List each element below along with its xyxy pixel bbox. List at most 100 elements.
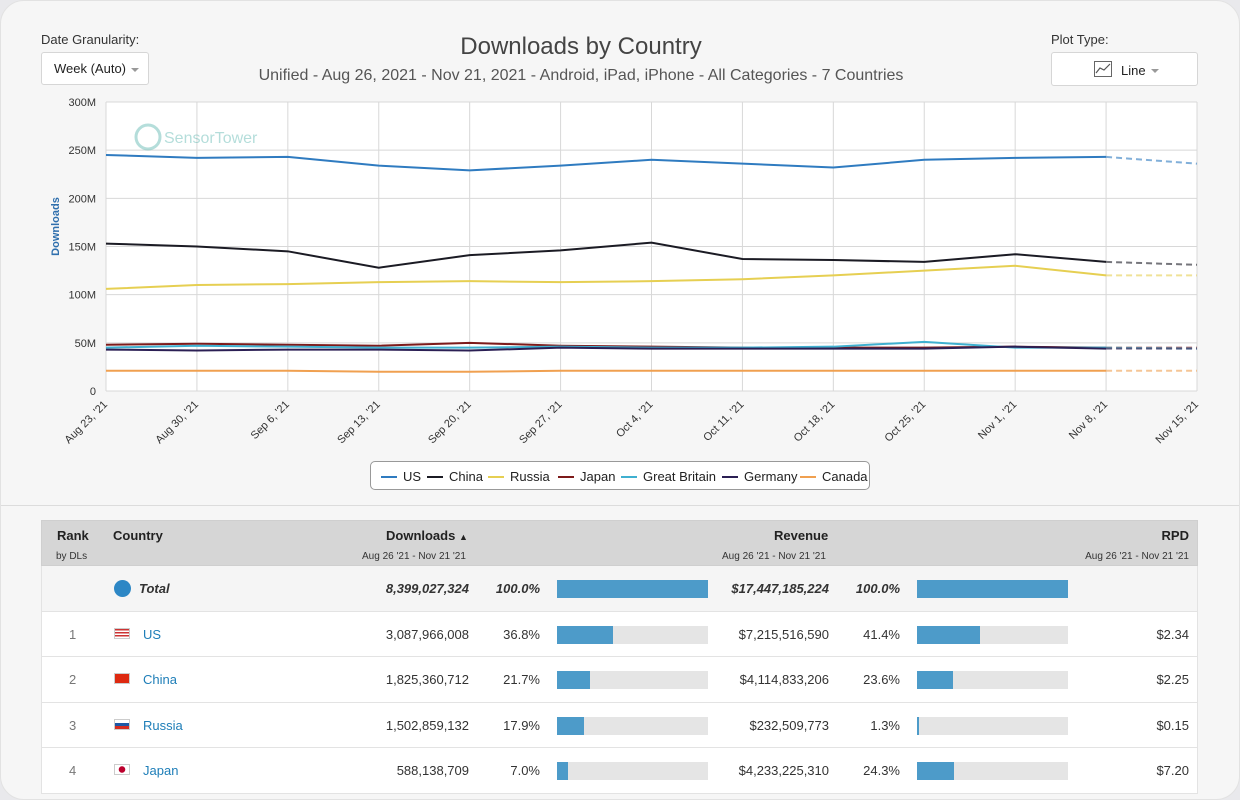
series-line bbox=[105, 345, 1107, 352]
header-rpd[interactable]: RPD bbox=[1161, 528, 1189, 543]
header-downloads-label: Downloads bbox=[386, 528, 456, 543]
granularity-dropdown[interactable]: Week (Auto) bbox=[41, 52, 149, 85]
legend-swatch bbox=[488, 475, 504, 478]
downloads-share-bar bbox=[557, 671, 708, 689]
downloads-share-fill bbox=[557, 671, 590, 689]
chart-title: Downloads by Country bbox=[460, 33, 702, 60]
y-tick-label: 0 bbox=[90, 386, 96, 398]
legend-label: US bbox=[403, 469, 422, 484]
downloads-line-chart: 0 50M 100M 150M 200M 250M 300M Aug 23, '21 Aug 3… bbox=[50, 97, 1202, 447]
legend-swatch bbox=[427, 475, 443, 478]
china-flag-icon bbox=[114, 673, 130, 684]
x-tick-label: Oct 11, '21 bbox=[701, 399, 746, 444]
downloads-pct: 21.7% bbox=[503, 672, 540, 687]
table-row-total: Total 8,399,027,324 100.0% $17,447,185,2… bbox=[41, 566, 1198, 612]
legend-label: Canada bbox=[822, 469, 868, 484]
downloads-value: 3,087,966,008 bbox=[385, 626, 469, 642]
legend-swatch bbox=[381, 475, 397, 478]
section-divider bbox=[1, 505, 1239, 506]
header-rank-sub: by DLs bbox=[56, 551, 88, 562]
series-line bbox=[105, 241, 1107, 269]
legend-item[interactable]: Russia bbox=[488, 469, 550, 484]
y-axis-label: Downloads bbox=[50, 197, 62, 256]
header-revenue-sub: Aug 26 '21 - Nov 21 '21 bbox=[722, 551, 826, 562]
x-tick-label: Aug 30, '21 bbox=[153, 399, 201, 447]
series-line bbox=[106, 369, 1107, 373]
table-row: 2 China 1,825,360,712 21.7% $4,114,833,206 23… bbox=[41, 657, 1198, 703]
revenue-share-bar bbox=[917, 671, 1068, 689]
legend-label: Great Britain bbox=[643, 469, 716, 484]
revenue-share-bar bbox=[917, 625, 1068, 644]
legend-item[interactable]: Japan bbox=[558, 469, 615, 484]
country-link[interactable]: Russia bbox=[143, 717, 183, 733]
total-label: Total bbox=[139, 581, 170, 596]
revenue-share-fill bbox=[917, 580, 1068, 598]
sort-asc-icon: ▲ bbox=[458, 532, 468, 542]
series-line bbox=[105, 264, 1107, 290]
table-header: Rank by DLs Country Downloads ▲ Aug 26 '… bbox=[41, 520, 1198, 566]
series-line bbox=[105, 153, 1107, 172]
line-chart-icon bbox=[1094, 61, 1112, 77]
legend-item[interactable]: China bbox=[427, 469, 483, 484]
x-tick-label: Nov 15, '21 bbox=[1154, 399, 1202, 447]
rank-value: 1 bbox=[69, 626, 77, 642]
legend-item[interactable]: US bbox=[381, 469, 421, 484]
x-tick-label: Oct 25, '21 bbox=[883, 399, 929, 445]
legend-swatch bbox=[722, 475, 738, 478]
watermark-text: SensorTower bbox=[164, 130, 258, 147]
header-country[interactable]: Country bbox=[113, 528, 163, 543]
rank-value: 3 bbox=[69, 717, 77, 733]
revenue-share-fill bbox=[917, 671, 953, 689]
x-tick-label: Aug 23, '21 bbox=[63, 399, 111, 447]
total-revenue-pct: 100.0% bbox=[855, 581, 900, 596]
sensortower-watermark: SensorTower bbox=[134, 123, 258, 151]
downloads-share-fill bbox=[557, 762, 568, 780]
downloads-pct: 17.9% bbox=[503, 717, 540, 733]
plot-type-label: Plot Type: bbox=[1051, 32, 1109, 47]
header-rank[interactable]: Rank bbox=[57, 528, 89, 543]
legend-swatch bbox=[800, 475, 816, 478]
russia-flag-icon bbox=[114, 718, 130, 730]
revenue-share-fill bbox=[917, 716, 919, 735]
plot-type-dropdown[interactable]: Line bbox=[1051, 52, 1198, 86]
header-downloads-sub: Aug 26 '21 - Nov 21 '21 bbox=[362, 551, 466, 562]
legend-label: Germany bbox=[744, 469, 798, 484]
total-revenue: $17,447,185,224 bbox=[731, 581, 829, 596]
downloads-share-bar bbox=[557, 625, 708, 644]
y-tick-label: 200M bbox=[68, 193, 96, 205]
legend-item[interactable]: Germany bbox=[722, 469, 797, 484]
japan-flag-icon bbox=[114, 764, 130, 775]
legend-label: China bbox=[449, 469, 483, 484]
header-rpd-sub: Aug 26 '21 - Nov 21 '21 bbox=[1085, 551, 1189, 562]
rpd-value: $7.20 bbox=[1156, 763, 1189, 778]
revenue-share-fill bbox=[917, 625, 980, 644]
downloads-value: 1,825,360,712 bbox=[385, 672, 469, 687]
revenue-share-bar bbox=[917, 580, 1068, 598]
legend-label: Russia bbox=[510, 469, 550, 484]
country-link[interactable]: Japan bbox=[143, 763, 179, 778]
country-link[interactable]: China bbox=[143, 672, 177, 687]
legend-item[interactable]: Great Britain bbox=[621, 469, 716, 484]
country-link[interactable]: US bbox=[143, 626, 162, 642]
header-revenue[interactable]: Revenue bbox=[774, 528, 829, 543]
rank-value: 2 bbox=[69, 672, 77, 687]
x-tick-label: Sep 27, '21 bbox=[517, 399, 565, 447]
table-row: 4 Japan 588,138,709 7.0% $4,233,225,310 24.3%… bbox=[41, 748, 1198, 794]
legend-item[interactable]: Canada bbox=[800, 469, 868, 484]
x-tick-label: Sep 6, '21 bbox=[249, 399, 292, 442]
revenue-share-fill bbox=[917, 762, 954, 780]
table-row: 3 Russia 1,502,859,132 17.9% $232,509,773 1.3… bbox=[41, 702, 1198, 748]
revenue-share-bar bbox=[917, 716, 1068, 735]
sensortower-logo-icon bbox=[134, 123, 162, 151]
revenue-value: $232,509,773 bbox=[749, 717, 829, 733]
x-tick-label: Oct 4, '21 bbox=[614, 399, 656, 441]
downloads-share-fill bbox=[557, 580, 708, 598]
downloads-pct: 36.8% bbox=[503, 626, 540, 642]
series-projection bbox=[1106, 155, 1198, 165]
y-tick-label: 50M bbox=[75, 338, 96, 350]
header-downloads[interactable]: Downloads ▲ bbox=[386, 528, 468, 543]
legend-swatch bbox=[621, 475, 637, 478]
chart-subtitle: Unified - Aug 26, 2021 - Nov 21, 2021 - … bbox=[258, 67, 904, 84]
granularity-label: Date Granularity: bbox=[41, 32, 140, 47]
